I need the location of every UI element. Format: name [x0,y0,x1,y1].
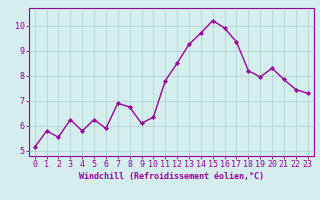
X-axis label: Windchill (Refroidissement éolien,°C): Windchill (Refroidissement éolien,°C) [79,172,264,181]
